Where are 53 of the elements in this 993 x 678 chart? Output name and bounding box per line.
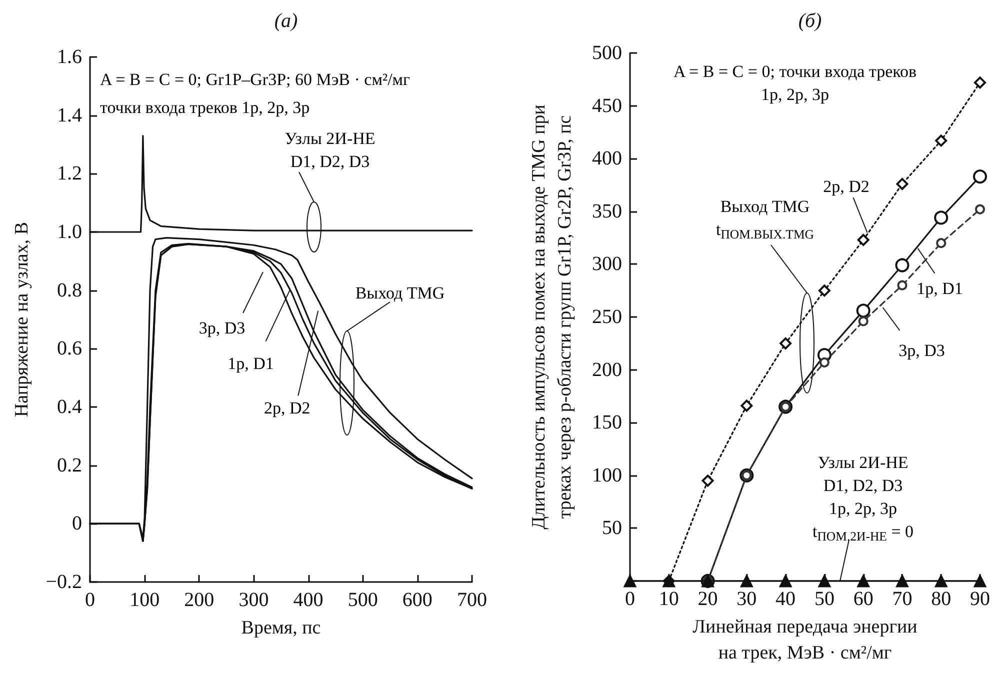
y-tick-label: 50 <box>602 517 622 540</box>
x-tick-label: 70 <box>892 588 912 610</box>
y-tick-label: 1.2 <box>57 162 82 185</box>
x-tick-label: 40 <box>776 588 796 610</box>
x-tick-label: 50 <box>814 588 834 610</box>
y-tick-label: 0.4 <box>57 396 82 418</box>
x-tick-label: 100 <box>130 589 160 611</box>
annotation: 3p, D3 <box>198 318 246 338</box>
x-tick-label: 30 <box>736 588 757 610</box>
x-tick-label: 300 <box>238 589 269 611</box>
y-axis-title: Длительность импульсов помех на выходе TMG при треках через p-области групп Gr1P, Gr2P, Gr3P, пс <box>528 104 576 530</box>
annotation: A = B = C = 0; точки входа треков 1p, 2p, 3p <box>673 62 917 104</box>
x-tick-label: 400 <box>293 589 324 611</box>
y-tick-label: 400 <box>592 148 622 170</box>
x-tick-label: 10 <box>658 588 679 610</box>
annotation: 2p, D2 <box>823 177 870 196</box>
y-tick-label: 450 <box>592 94 622 117</box>
y-tick-label: 300 <box>592 253 622 276</box>
y-tick-label: 0.8 <box>57 279 82 302</box>
y-tick-label: 0.6 <box>57 338 82 360</box>
x-axis-title: Линейная передача энергии на трек, МэВ · см²/мг <box>692 616 918 664</box>
y-tick-label: 0.2 <box>57 454 82 476</box>
y-tick-label: 200 <box>592 358 622 381</box>
annotation: A = B = C = 0; Gr1P–Gr3P; 60 МэВ · см²/мг <box>100 70 410 89</box>
x-tick-label: 80 <box>931 588 952 610</box>
y-tick-label: 1.4 <box>57 104 82 126</box>
x-tick-label: 700 <box>457 589 487 611</box>
annotation: 2p, D2 <box>264 398 310 418</box>
y-axis-title: Напряжение на узлах, В <box>11 222 32 418</box>
y-tick-label: −0.2 <box>46 571 82 593</box>
y-tick-label: 100 <box>592 464 622 486</box>
x-tick-label: 500 <box>348 589 378 611</box>
x-tick-label: 20 <box>698 588 718 610</box>
y-tick-label: 350 <box>592 200 622 222</box>
annotation: точки входа треков 1p, 2p, 3p <box>100 98 310 117</box>
annotation: Выход TMG <box>355 284 445 302</box>
x-tick-label: 200 <box>184 589 214 611</box>
annotation: 1p, D1 <box>916 278 963 298</box>
y-tick-label: 250 <box>592 306 622 328</box>
annotation: Узлы 2И-НЕ D1, D2, D3 <box>284 129 376 171</box>
annotation: 3p, D3 <box>898 340 945 360</box>
x-tick-label: 60 <box>853 588 874 610</box>
y-tick-label: 500 <box>592 42 622 64</box>
x-tick-label: 90 <box>970 588 990 610</box>
y-tick-label: 1.0 <box>57 221 82 243</box>
chart-title: (б) <box>798 10 822 32</box>
chart-title: (а) <box>274 10 298 32</box>
y-tick-label: 1.6 <box>57 46 82 68</box>
y-tick-label: 0 <box>72 512 82 535</box>
x-tick-label: 600 <box>402 589 432 611</box>
annotation: 1p, D1 <box>228 354 274 373</box>
x-axis-title: Время, пс <box>241 617 321 638</box>
y-tick-label: 150 <box>592 412 622 434</box>
